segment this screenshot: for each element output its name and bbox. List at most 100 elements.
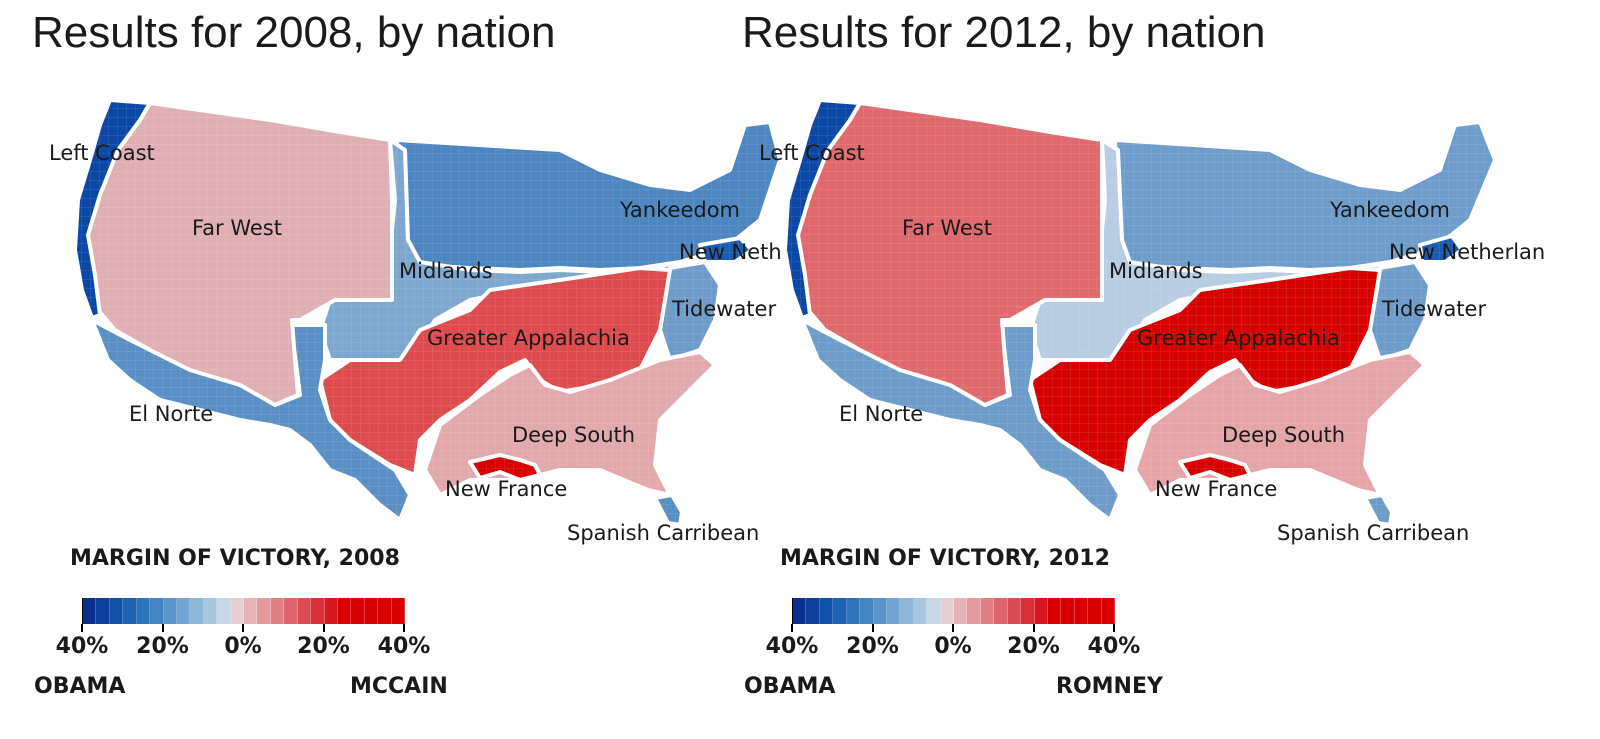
legend-swatch	[913, 598, 928, 624]
legend-swatch	[163, 598, 177, 624]
legend-tick-label: 20%	[1007, 634, 1060, 659]
legend-tick	[81, 624, 83, 632]
legend-tick-label: 40%	[1087, 634, 1141, 659]
legend-swatch	[1101, 598, 1116, 624]
region-yankeedom-2008-texture	[397, 122, 780, 270]
region-greater-appalachia-2012-texture	[1030, 268, 1380, 475]
legend-swatch	[1074, 598, 1089, 624]
region-tidewater-2012-texture	[1370, 262, 1430, 360]
legend-swatch	[927, 598, 941, 624]
region-greater-appalachia-2008-texture	[320, 268, 670, 475]
legend-tick-label: 20%	[136, 634, 189, 659]
legend-swatch	[846, 598, 861, 624]
legend-swatch	[819, 598, 834, 624]
map-2012	[783, 98, 1497, 527]
region-left-coast-2008-texture	[75, 100, 150, 318]
region-tidewater-2008-texture	[660, 262, 720, 360]
legend-tick	[322, 624, 325, 632]
legend-swatch	[994, 598, 1008, 624]
legend-swatch	[190, 598, 204, 624]
legend-swatch	[1021, 598, 1035, 624]
legend-swatch	[150, 598, 164, 624]
region-spanish-caribbean-2008-texture	[655, 495, 682, 525]
label-yankeedom-2012: Yankeedom	[1329, 198, 1450, 222]
label-tidewater-2008: Tidewater	[671, 297, 776, 321]
legend-tick	[871, 624, 874, 632]
region-new-netherland-2008-texture	[700, 238, 752, 262]
label-midlands-2008: Midlands	[399, 259, 493, 283]
legend-tick-label: 0%	[224, 634, 262, 659]
label-left-coast-2008: Left Coast	[49, 141, 155, 165]
legend-swatch	[257, 598, 271, 624]
legend-tick	[161, 624, 164, 632]
legend-swatch	[900, 598, 914, 624]
legend-romney-label-2012: ROMNEY	[1056, 674, 1163, 699]
label-tidewater-2012: Tidewater	[1381, 297, 1486, 321]
label-spanish-caribbean-2008: Spanish Carribean	[567, 521, 759, 545]
label-el-norte-2008: El Norte	[129, 402, 213, 426]
title-2008: Results for 2008, by nation	[32, 8, 556, 57]
legend-swatch	[967, 598, 981, 624]
legend-swatch	[833, 598, 847, 624]
legend-swatch	[109, 598, 124, 624]
legend-tick	[1032, 624, 1035, 632]
region-new-netherland-2012-texture	[1420, 236, 1462, 262]
legend-tick-label: 40%	[765, 634, 819, 659]
legend-swatch	[123, 598, 137, 624]
region-far-west-2008-texture	[80, 103, 392, 405]
label-new-netherland-2012: New Netherlan	[1389, 240, 1545, 264]
labels-2008: Left Coast Far West Yankeedom New Neth M…	[49, 141, 782, 545]
legend-swatch	[1007, 598, 1022, 624]
label-spanish-caribbean-2012: Spanish Carribean	[1277, 521, 1469, 545]
legend-swatch	[136, 598, 151, 624]
labels-2012: Left Coast Far West Yankeedom New Nether…	[759, 141, 1545, 545]
label-greater-appalachia-2008: Greater Appalachia	[427, 326, 630, 350]
region-new-france-2008-texture	[470, 455, 540, 480]
label-el-norte-2012: El Norte	[839, 402, 923, 426]
legend-color-bar-2012	[792, 598, 1116, 624]
region-left-coast-2012-texture	[785, 100, 860, 318]
label-new-france-2008: New France	[445, 477, 567, 501]
legend-tick-label: 20%	[846, 634, 899, 659]
label-far-west-2008: Far West	[192, 216, 282, 240]
legend-obama-label-2012: OBAMA	[744, 674, 836, 699]
map-2008	[73, 98, 782, 527]
legend-swatch	[980, 598, 995, 624]
legend-mccain-label-2008: MCCAIN	[350, 674, 448, 699]
legend-swatch	[1061, 598, 1075, 624]
label-new-netherland-2008: New Neth	[679, 240, 782, 264]
legend-swatch	[83, 598, 97, 624]
label-deep-south-2012: Deep South	[1222, 423, 1345, 447]
legend-tick	[1113, 624, 1115, 632]
legend-swatch	[217, 598, 231, 624]
legend-tick	[952, 624, 954, 632]
legend-swatch	[860, 598, 874, 624]
label-left-coast-2012: Left Coast	[759, 141, 865, 165]
title-2012: Results for 2012, by nation	[742, 8, 1266, 57]
legend-color-bar-2008	[82, 598, 406, 624]
legend-swatch	[378, 598, 392, 624]
region-yankeedom-2012-texture	[1115, 122, 1495, 270]
legend-swatch	[886, 598, 901, 624]
legend-swatch	[793, 598, 807, 624]
region-new-france-2012-texture	[1180, 455, 1250, 480]
legend-swatch	[176, 598, 191, 624]
legend-title-2012: MARGIN OF VICTORY, 2012	[780, 546, 1110, 571]
region-el-norte-2008-texture	[92, 320, 410, 520]
legend-swatch	[873, 598, 887, 624]
legend-swatch	[284, 598, 298, 624]
legend-title-2008: MARGIN OF VICTORY, 2008	[70, 546, 400, 571]
legend-swatch	[338, 598, 352, 624]
legend-swatch	[940, 598, 955, 624]
legend-swatch	[311, 598, 325, 624]
label-deep-south-2008: Deep South	[512, 423, 635, 447]
label-new-france-2012: New France	[1155, 477, 1277, 501]
legend-swatch	[96, 598, 110, 624]
legend-swatch	[244, 598, 258, 624]
legend-swatch	[230, 598, 245, 624]
label-yankeedom-2008: Yankeedom	[619, 198, 740, 222]
legend-swatch	[364, 598, 379, 624]
label-far-west-2012: Far West	[902, 216, 992, 240]
legend-obama-label-2008: OBAMA	[34, 674, 126, 699]
